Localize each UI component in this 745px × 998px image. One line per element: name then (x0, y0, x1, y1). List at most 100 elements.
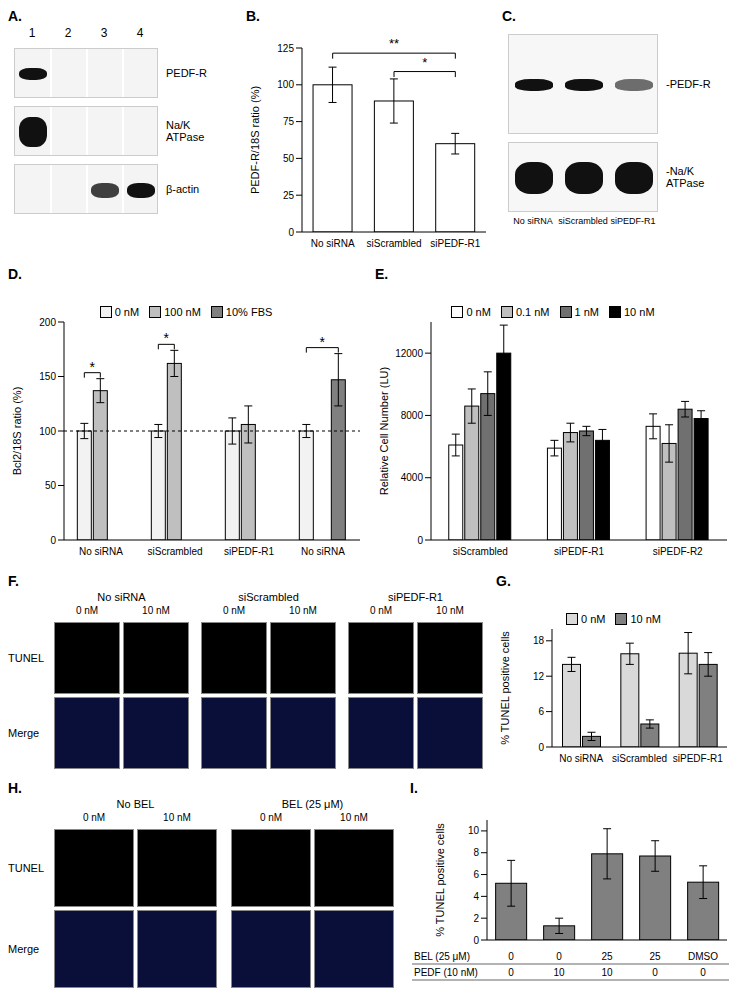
svg-text:*: * (422, 55, 427, 70)
svg-text:10: 10 (601, 967, 613, 978)
html-text:0 nM: 0 nM (222, 605, 246, 616)
html-text:C.: C. (502, 8, 516, 24)
svg-text:PEDF (10 nM): PEDF (10 nM) (414, 967, 478, 978)
svg-text:25: 25 (601, 951, 613, 962)
svg-text:0: 0 (508, 951, 514, 962)
svg-text:No siRNA: No siRNA (559, 753, 603, 764)
svg-text:siPEDF-R1: siPEDF-R1 (554, 546, 604, 557)
html-text:TUNEL: TUNEL (8, 652, 45, 664)
html-text:100 nM: 100 nM (164, 306, 201, 318)
svg-text:siScrambled: siScrambled (612, 753, 667, 764)
svg-text:8000: 8000 (401, 410, 424, 421)
html-text:-Na/K ATPase: -Na/K ATPase (666, 165, 705, 189)
svg-text:0: 0 (50, 535, 56, 546)
html-text:siScrambled: siScrambled (238, 591, 299, 603)
svg-text:4: 4 (473, 891, 479, 902)
html-text:No siRNA: No siRNA (97, 591, 146, 603)
html-text:10 nM: 10 nM (624, 306, 655, 318)
html-text:0 nM: 0 nM (259, 812, 283, 823)
html-text:siPEDF-R1: siPEDF-R1 (388, 591, 443, 603)
svg-text:150: 150 (39, 371, 56, 382)
svg-text:4000: 4000 (401, 472, 424, 483)
html-text:Merge: Merge (8, 943, 40, 955)
svg-text:% TUNEL positive cells: % TUNEL positive cells (499, 631, 511, 745)
svg-text:12: 12 (533, 671, 545, 682)
svg-text:25: 25 (283, 190, 295, 201)
html-text:-PEDF-R: -PEDF-R (666, 78, 711, 90)
svg-text:50: 50 (283, 153, 295, 164)
svg-text:0: 0 (700, 967, 706, 978)
html-text:Na/K ATPase: Na/K ATPase (166, 119, 205, 143)
html-text:0 nM: 0 nM (114, 306, 140, 318)
svg-text:50: 50 (45, 480, 57, 491)
html-text:BEL (25 μM): BEL (25 μM) (281, 798, 344, 810)
html-text:10% FBS: 10% FBS (225, 306, 273, 318)
svg-text:**: ** (389, 36, 399, 51)
svg-text:siScrambled: siScrambled (366, 238, 421, 249)
html-text:0 nM: 0 nM (369, 605, 393, 616)
svg-text:100: 100 (277, 79, 294, 90)
html-text:No BEL: No BEL (116, 798, 155, 810)
html-text:0 nM: 0 nM (75, 605, 99, 616)
svg-text:0: 0 (556, 951, 562, 962)
svg-text:Bcl2/18S ratio (%): Bcl2/18S ratio (%) (11, 387, 23, 476)
svg-text:siScrambled: siScrambled (453, 546, 508, 557)
svg-text:0: 0 (652, 967, 658, 978)
svg-text:siScrambled: siScrambled (147, 546, 202, 557)
svg-text:siPEDF-R1: siPEDF-R1 (673, 753, 723, 764)
html-text:E.: E. (375, 266, 389, 282)
html-text:F.: F. (8, 573, 19, 589)
svg-text:0: 0 (417, 535, 423, 546)
svg-text:DMSO: DMSO (688, 951, 718, 962)
html-text:10 nM: 10 nM (630, 613, 661, 625)
svg-text:No siRNA: No siRNA (311, 238, 355, 249)
html-text:0 nM: 0 nM (466, 306, 491, 318)
svg-text:12000: 12000 (395, 348, 423, 359)
html-text:B.: B. (246, 8, 260, 24)
html-text:0 nM: 0 nM (82, 812, 106, 823)
svg-text:BEL (25 μM): BEL (25 μM) (414, 951, 470, 962)
html-text:10 nM: 10 nM (289, 605, 317, 616)
svg-text:6: 6 (538, 706, 544, 717)
svg-text:0: 0 (288, 227, 294, 238)
svg-text:75: 75 (283, 116, 295, 127)
html-text:0.1 nM: 0.1 nM (515, 306, 550, 318)
svg-text:10: 10 (468, 825, 480, 836)
svg-text:125: 125 (277, 43, 294, 54)
svg-text:No siRNA: No siRNA (79, 546, 123, 557)
html-text:PEDF-R: PEDF-R (166, 67, 207, 79)
html-text:1 nM: 1 nM (574, 306, 599, 318)
svg-text:Relative Cell Number (LU): Relative Cell Number (LU) (378, 367, 390, 495)
svg-text:siPEDF-R1: siPEDF-R1 (430, 238, 480, 249)
svg-text:100: 100 (39, 426, 56, 437)
svg-text:*: * (164, 330, 170, 346)
html-text:D.: D. (8, 266, 22, 282)
svg-text:18: 18 (533, 635, 545, 646)
html-text:TUNEL: TUNEL (8, 862, 45, 874)
svg-text:2: 2 (473, 913, 479, 924)
svg-text:siPEDF-R1: siPEDF-R1 (224, 546, 274, 557)
svg-text:No siRNA: No siRNA (301, 546, 345, 557)
svg-text:8: 8 (473, 847, 479, 858)
html-text:A.: A. (8, 8, 22, 24)
html-text:10 nM: 10 nM (436, 605, 464, 616)
svg-text:PEDF-R/18S ratio (%): PEDF-R/18S ratio (%) (249, 86, 261, 194)
svg-text:*: * (320, 334, 326, 350)
svg-text:siPEDF-R2: siPEDF-R2 (653, 546, 703, 557)
svg-text:% TUNEL positive cells: % TUNEL positive cells (434, 823, 446, 937)
html-text:Merge: Merge (8, 727, 40, 739)
html-text:0 nM: 0 nM (581, 613, 606, 625)
html-text:G.: G. (496, 573, 511, 589)
svg-text:6: 6 (473, 869, 479, 880)
html-text:10 nM: 10 nM (163, 812, 191, 823)
html-text:H.: H. (8, 780, 22, 796)
svg-text:0: 0 (538, 742, 544, 753)
svg-text:0: 0 (508, 967, 514, 978)
html-text:10 nM: 10 nM (142, 605, 170, 616)
svg-text:25: 25 (649, 951, 661, 962)
html-text:β-actin: β-actin (166, 183, 200, 195)
svg-text:10: 10 (553, 967, 565, 978)
svg-text:0: 0 (473, 935, 479, 946)
svg-text:*: * (90, 359, 96, 375)
svg-text:200: 200 (39, 317, 56, 328)
